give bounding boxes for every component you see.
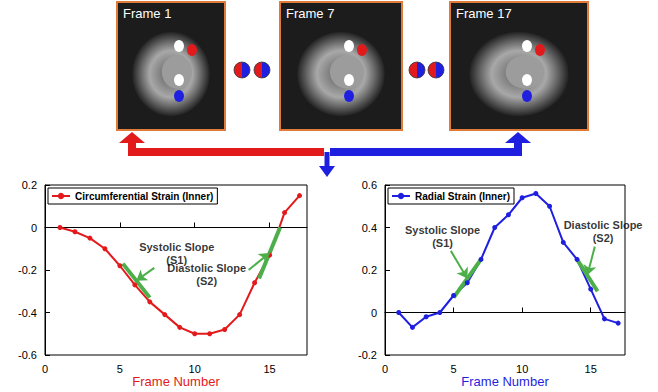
svg-text:5: 5 [117,363,123,375]
svg-text:Frame Number: Frame Number [132,374,220,389]
svg-text:0.2: 0.2 [22,179,37,191]
svg-text:Frame 1: Frame 1 [123,6,171,21]
svg-text:(S1): (S1) [166,253,188,266]
svg-text:15: 15 [263,363,275,375]
svg-text:-0.6: -0.6 [18,349,37,361]
svg-text:0.2: 0.2 [362,264,377,276]
svg-text:0: 0 [382,363,388,375]
svg-text:(S2): (S2) [593,232,614,244]
svg-text:Circumferential Strain (Inner): Circumferential Strain (Inner) [75,191,213,202]
svg-text:Diastolic Slope: Diastolic Slope [167,262,246,274]
svg-text:-0.2: -0.2 [18,264,37,276]
svg-text:0: 0 [371,307,377,319]
svg-text:Diastolic Slope: Diastolic Slope [564,219,643,231]
svg-text:(S1): (S1) [432,237,453,249]
svg-text:0.4: 0.4 [362,222,377,234]
svg-text:-0.4: -0.4 [18,307,37,319]
svg-text:-0.2: -0.2 [358,349,377,361]
svg-text:10: 10 [189,363,201,375]
svg-text:Systolic Slope: Systolic Slope [139,241,214,253]
svg-text:0.6: 0.6 [362,179,377,191]
svg-text:Frame 7: Frame 7 [286,6,334,21]
svg-text:15: 15 [585,363,597,375]
svg-text:5: 5 [451,363,457,375]
svg-text:Radial Strain (Inner): Radial Strain (Inner) [415,191,510,202]
svg-text:Systolic Slope: Systolic Slope [405,224,480,236]
svg-text:Frame 17: Frame 17 [456,6,512,21]
svg-text:0: 0 [31,222,37,234]
svg-text:10: 10 [516,363,528,375]
svg-text:0: 0 [42,363,48,375]
svg-text:(S2): (S2) [196,275,217,287]
svg-text:Frame Number: Frame Number [461,374,549,389]
